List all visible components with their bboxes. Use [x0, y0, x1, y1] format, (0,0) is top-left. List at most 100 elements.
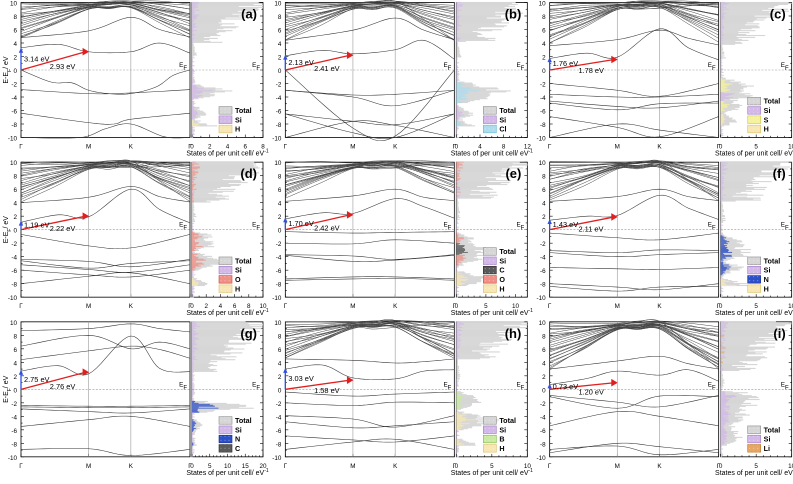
svg-text:0: 0 [719, 144, 723, 151]
svg-text:Si: Si [764, 266, 771, 275]
svg-text:0: 0 [719, 463, 723, 470]
svg-text:Si: Si [235, 115, 242, 124]
svg-text:2: 2 [13, 55, 17, 62]
svg-text:1.78 eV: 1.78 eV [578, 66, 604, 75]
svg-text:-8: -8 [11, 441, 17, 448]
svg-text:States of per unit cell/ eV-1: States of per unit cell/ eV-1 [186, 308, 268, 317]
svg-text:H: H [764, 125, 769, 134]
svg-text:6: 6 [243, 144, 247, 151]
svg-text:-6: -6 [540, 268, 546, 275]
svg-text:8: 8 [278, 174, 282, 181]
svg-text:-2: -2 [540, 82, 546, 89]
svg-text:Γ: Γ [548, 303, 552, 310]
svg-text:0: 0 [278, 228, 282, 235]
svg-text:States of per unit cell/ eV-1: States of per unit cell/ eV-1 [186, 149, 268, 158]
svg-text:H: H [235, 284, 240, 293]
svg-text:0: 0 [455, 303, 459, 310]
svg-text:6: 6 [542, 28, 546, 35]
svg-text:Γ: Γ [284, 463, 288, 470]
svg-text:O: O [499, 275, 505, 284]
svg-text:15: 15 [242, 463, 250, 470]
svg-text:2: 2 [542, 214, 546, 221]
svg-text:2.76 eV: 2.76 eV [50, 382, 76, 391]
svg-text:4: 4 [219, 303, 223, 310]
svg-text:8: 8 [247, 303, 251, 310]
svg-text:Total: Total [499, 106, 516, 115]
svg-text:-4: -4 [276, 414, 282, 421]
svg-text:States of per unit cell/ eV-1: States of per unit cell/ eV-1 [715, 468, 793, 477]
svg-text:(h): (h) [505, 326, 522, 341]
svg-text:4: 4 [278, 41, 282, 48]
svg-text:-10: -10 [272, 295, 282, 302]
svg-text:6: 6 [13, 187, 17, 194]
svg-text:States of per unit cell/ eV-1: States of per unit cell/ eV-1 [451, 468, 533, 477]
svg-text:Si: Si [235, 425, 242, 434]
svg-text:10: 10 [10, 160, 18, 167]
svg-text:B: B [499, 435, 504, 444]
svg-text:Γ: Γ [19, 144, 23, 151]
svg-text:-8: -8 [11, 282, 17, 289]
svg-text:8: 8 [13, 14, 17, 21]
svg-text:2.93 eV: 2.93 eV [50, 62, 76, 71]
svg-text:C: C [235, 444, 240, 453]
svg-text:Γ: Γ [284, 144, 288, 151]
svg-text:Γ: Γ [548, 463, 552, 470]
svg-text:2.13 eV: 2.13 eV [288, 58, 314, 67]
svg-text:States of per unit cell/ eV-1: States of per unit cell/ eV-1 [451, 308, 533, 317]
svg-text:4: 4 [542, 360, 546, 367]
svg-text:-10: -10 [272, 136, 282, 143]
svg-text:3.03 eV: 3.03 eV [288, 374, 314, 383]
svg-text:Γ: Γ [19, 463, 23, 470]
svg-text:2: 2 [278, 374, 282, 381]
svg-text:-8: -8 [540, 282, 546, 289]
svg-text:2.11 eV: 2.11 eV [578, 225, 603, 234]
svg-text:Si: Si [764, 435, 771, 444]
svg-text:0: 0 [719, 303, 723, 310]
svg-text:Si: Si [499, 115, 506, 124]
svg-text:-6: -6 [540, 109, 546, 116]
svg-text:-6: -6 [276, 268, 282, 275]
svg-text:-6: -6 [11, 268, 17, 275]
svg-text:10: 10 [539, 1, 547, 8]
svg-text:-8: -8 [540, 441, 546, 448]
svg-text:M: M [350, 144, 355, 151]
svg-text:O: O [235, 275, 241, 284]
svg-text:0: 0 [13, 228, 17, 235]
svg-text:Total: Total [235, 256, 252, 265]
svg-text:5: 5 [490, 463, 494, 470]
svg-text:M: M [86, 303, 91, 310]
svg-text:4: 4 [542, 41, 546, 48]
svg-text:2: 2 [542, 374, 546, 381]
svg-text:2: 2 [13, 374, 17, 381]
svg-text:10: 10 [274, 160, 282, 167]
svg-text:States of per unit cell/ eV-1: States of per unit cell/ eV-1 [451, 149, 533, 158]
svg-text:0: 0 [13, 387, 17, 394]
svg-text:-2: -2 [11, 82, 17, 89]
svg-text:3.14 eV: 3.14 eV [24, 54, 50, 63]
svg-text:6: 6 [542, 347, 546, 354]
svg-text:-4: -4 [11, 414, 17, 421]
svg-text:4: 4 [478, 144, 482, 151]
svg-text:10: 10 [274, 320, 282, 327]
svg-text:2: 2 [208, 144, 212, 151]
svg-text:0: 0 [190, 303, 194, 310]
svg-text:Si: Si [499, 425, 506, 434]
svg-text:10: 10 [539, 320, 547, 327]
svg-text:States of per unit cell/ eV-1: States of per unit cell/ eV-1 [186, 468, 268, 477]
svg-text:1.43 eV: 1.43 eV [553, 220, 579, 229]
svg-text:M: M [350, 303, 355, 310]
svg-text:H: H [499, 284, 504, 293]
svg-text:States of per unit cell/ eV-1: States of per unit cell/ eV-1 [715, 149, 793, 158]
svg-text:-6: -6 [540, 428, 546, 435]
svg-text:Total: Total [499, 416, 516, 425]
svg-text:(e): (e) [505, 166, 521, 181]
svg-text:Total: Total [764, 256, 781, 265]
svg-text:0.73 eV: 0.73 eV [553, 382, 579, 391]
svg-text:M: M [86, 144, 91, 151]
svg-text:0: 0 [542, 228, 546, 235]
svg-text:6: 6 [278, 187, 282, 194]
svg-text:2.41 eV: 2.41 eV [314, 64, 340, 73]
svg-text:S: S [764, 115, 769, 124]
svg-text:5: 5 [484, 303, 488, 310]
svg-text:Si: Si [499, 256, 506, 265]
